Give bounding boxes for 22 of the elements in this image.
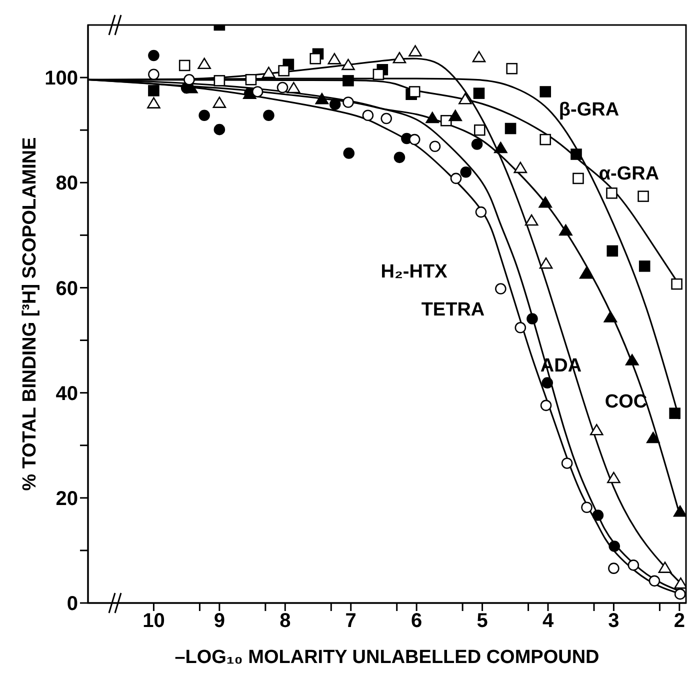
annotation: β-GRA <box>558 100 620 120</box>
x-tick-label: 10 <box>142 610 165 632</box>
y-tick-label: 0 <box>66 593 78 616</box>
x-tick-label: 3 <box>608 610 620 632</box>
y-tick-label: 100 <box>44 68 78 90</box>
x-tick-label: 4 <box>542 610 554 632</box>
x-tick-label: 5 <box>476 610 488 632</box>
annotation: COC <box>604 392 648 412</box>
x-tick-label: 9 <box>214 610 225 632</box>
y-tick-label: 60 <box>56 278 78 300</box>
x-tick-label: 8 <box>280 610 291 632</box>
annotation: α-GRA <box>598 164 660 184</box>
annotation: TETRA <box>421 300 485 320</box>
x-tick-label: 6 <box>411 610 422 632</box>
y-axis-title: % TOTAL BINDING [³H] SCOPOLAMINE <box>20 137 40 491</box>
y-tick-label: 80 <box>56 172 78 195</box>
y-tick-label: 40 <box>56 382 78 405</box>
x-tick-label: 2 <box>674 610 685 632</box>
annotation: H₂-HTX <box>380 262 448 282</box>
y-tick-label: 20 <box>56 488 78 510</box>
x-axis-title: –LOG₁₀ MOLARITY UNLABELLED COMPOUND <box>174 647 600 668</box>
x-tick-label: 7 <box>345 610 356 632</box>
